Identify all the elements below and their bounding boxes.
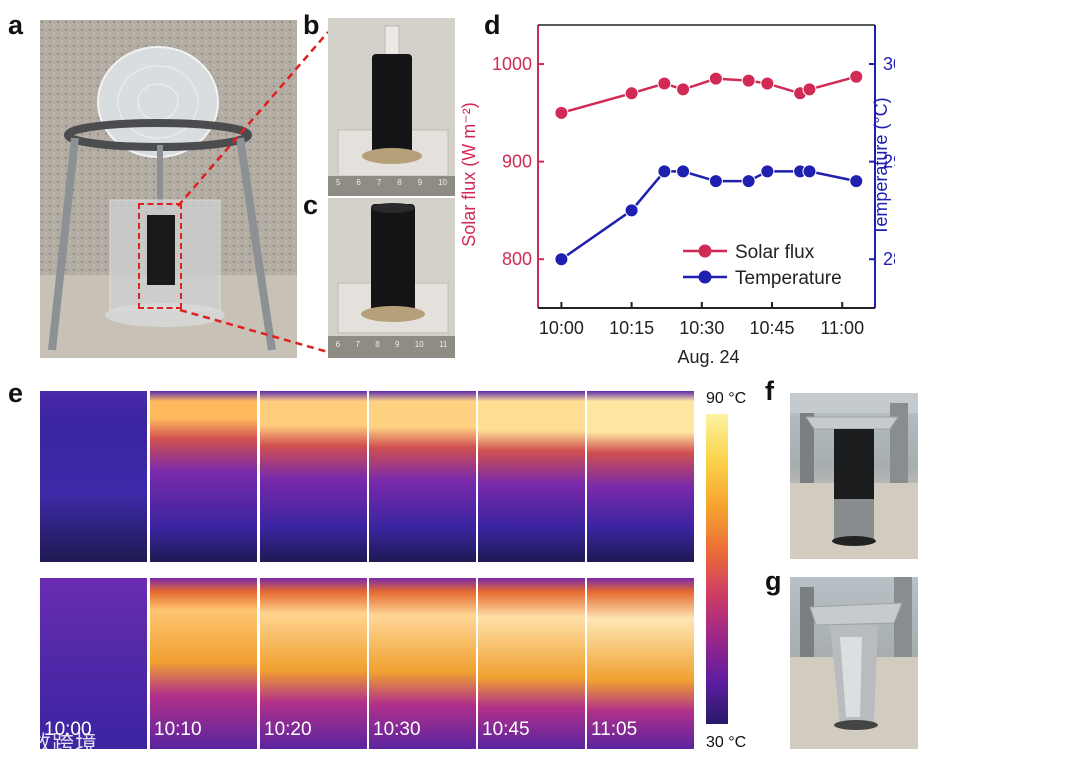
thermal-side-1105: 11:05 <box>587 578 694 749</box>
watermark: 大数跨境 <box>6 731 99 756</box>
panel-label-b: b <box>303 10 320 40</box>
x-tick-label: 10:00 <box>539 318 584 338</box>
tube-photo-after: 6 7 8 9 10 11 <box>328 198 455 358</box>
chart-axes: 800 900 1000 28 29 30 10:00 10:15 10:30 10:45 11:0… <box>459 24 895 367</box>
right-tick-label: 28 <box>883 249 895 269</box>
solar-temperature-chart: 800 900 1000 28 29 30 10:00 10:15 10:30 10:45 11:0… <box>459 24 895 367</box>
panel-label-f: f <box>765 376 774 406</box>
thermal-top-1030 <box>369 391 476 562</box>
left-tick-label: 800 <box>502 249 532 269</box>
panel-label-d: d <box>484 10 501 40</box>
solar-flux-point <box>676 82 691 97</box>
temperature-point <box>708 174 723 189</box>
thermal-side-1030: 10:30 <box>369 578 476 749</box>
thermal-top-1045 <box>478 391 585 562</box>
solar-flux-point <box>849 69 864 84</box>
x-tick-label: 10:30 <box>679 318 724 338</box>
setup-photo <box>40 20 297 358</box>
left-tick-label: 1000 <box>492 54 532 74</box>
right-tick-label: 29 <box>883 152 895 172</box>
chart-series <box>554 69 864 267</box>
ruler-b-tick: 8 <box>397 178 402 187</box>
tube-outdoor-photo-g <box>790 577 918 749</box>
tube-drawing-c <box>328 198 455 358</box>
tube-drawing-f <box>790 393 918 559</box>
right-tick-label: 30 <box>883 54 895 74</box>
x-tick-label: 10:45 <box>750 318 795 338</box>
chart-legend: Solar flux Temperature <box>683 242 842 289</box>
panel-label-e: e <box>8 378 24 408</box>
legend-label: Temperature <box>735 268 842 289</box>
ruler-c-tick: 6 <box>335 340 341 349</box>
thermal-time-label: 10:20 <box>264 719 312 740</box>
ruler-b: 5 6 7 8 9 10 <box>328 178 455 187</box>
colorbar-min-label: 30 °C <box>706 734 747 751</box>
temperature-point <box>657 164 672 179</box>
connector-lines <box>177 31 329 354</box>
thermal-time-label: 10:30 <box>373 719 421 740</box>
ruler-c-tick: 11 <box>439 340 448 349</box>
temperature-point <box>554 252 569 267</box>
left-axis-label: Solar flux (W m⁻²) <box>459 102 479 247</box>
thermal-time-label: 10:45 <box>482 719 530 740</box>
thermal-side-1020: 10:20 <box>260 578 367 749</box>
thermal-time-label: 10:10 <box>154 719 202 740</box>
solar-flux-point <box>802 82 817 97</box>
temperature-point <box>802 164 817 179</box>
solar-flux-point <box>657 76 672 91</box>
ruler-c: 6 7 8 9 10 11 <box>328 340 455 349</box>
temperature-point <box>760 164 775 179</box>
ruler-c-tick: 9 <box>395 340 400 349</box>
thermal-top-1020 <box>260 391 367 562</box>
x-tick-label: 10:15 <box>609 318 654 338</box>
solar-flux-point <box>624 86 639 101</box>
temperature-point <box>741 174 756 189</box>
ruler-b-tick: 9 <box>417 178 423 187</box>
sample-tube <box>147 215 175 285</box>
legend-label: Solar flux <box>735 242 815 263</box>
temperature-point <box>624 203 639 218</box>
right-axis-label: Temperature (°C) <box>871 97 891 235</box>
ruler-b-tick: 6 <box>356 178 361 187</box>
ruler-c-tick: 8 <box>375 340 380 349</box>
ruler-b-tick: 10 <box>438 178 447 187</box>
solar-flux-point <box>708 71 723 86</box>
ruler-c-tick: 10 <box>414 340 424 349</box>
thermal-top-1010 <box>150 391 257 562</box>
ruler-c-tick: 7 <box>355 340 360 349</box>
ruler-b-tick: 5 <box>335 178 341 187</box>
solar-flux-point <box>554 105 569 120</box>
temperature-point <box>849 174 864 189</box>
legend-marker <box>698 270 712 284</box>
thermal-side-1000: 10:00 <box>40 578 147 749</box>
panel-label-a: a <box>8 10 24 40</box>
colorbar-max-label: 90 °C <box>706 390 747 407</box>
legend-marker <box>698 244 712 258</box>
panel-label-g: g <box>765 566 782 596</box>
thermal-side-1010: 10:10 <box>150 578 257 749</box>
thermal-time-label: 10:00 <box>44 719 92 740</box>
tube-drawing-b <box>328 18 455 196</box>
temperature-colorbar <box>706 414 728 724</box>
x-axis-label: Aug. 24 <box>677 347 739 367</box>
highlight-box <box>138 203 182 309</box>
setup-drawing <box>40 20 297 358</box>
solar-flux-point <box>760 76 775 91</box>
temperature-point <box>676 164 691 179</box>
panel-label-c: c <box>303 190 319 220</box>
thermal-top-1000 <box>40 391 147 562</box>
tube-outdoor-photo-f <box>790 393 918 559</box>
tube-drawing-g <box>790 577 918 749</box>
solar-flux-point <box>741 73 756 88</box>
thermal-side-1045: 10:45 <box>478 578 585 749</box>
ruler-b-tick: 7 <box>376 178 382 187</box>
thermal-top-1105 <box>587 391 694 562</box>
x-tick-label: 11:00 <box>820 318 864 338</box>
tube-photo-before: 5 6 7 8 9 10 <box>328 18 455 196</box>
left-tick-label: 900 <box>502 152 532 172</box>
thermal-time-label: 11:05 <box>591 719 638 740</box>
